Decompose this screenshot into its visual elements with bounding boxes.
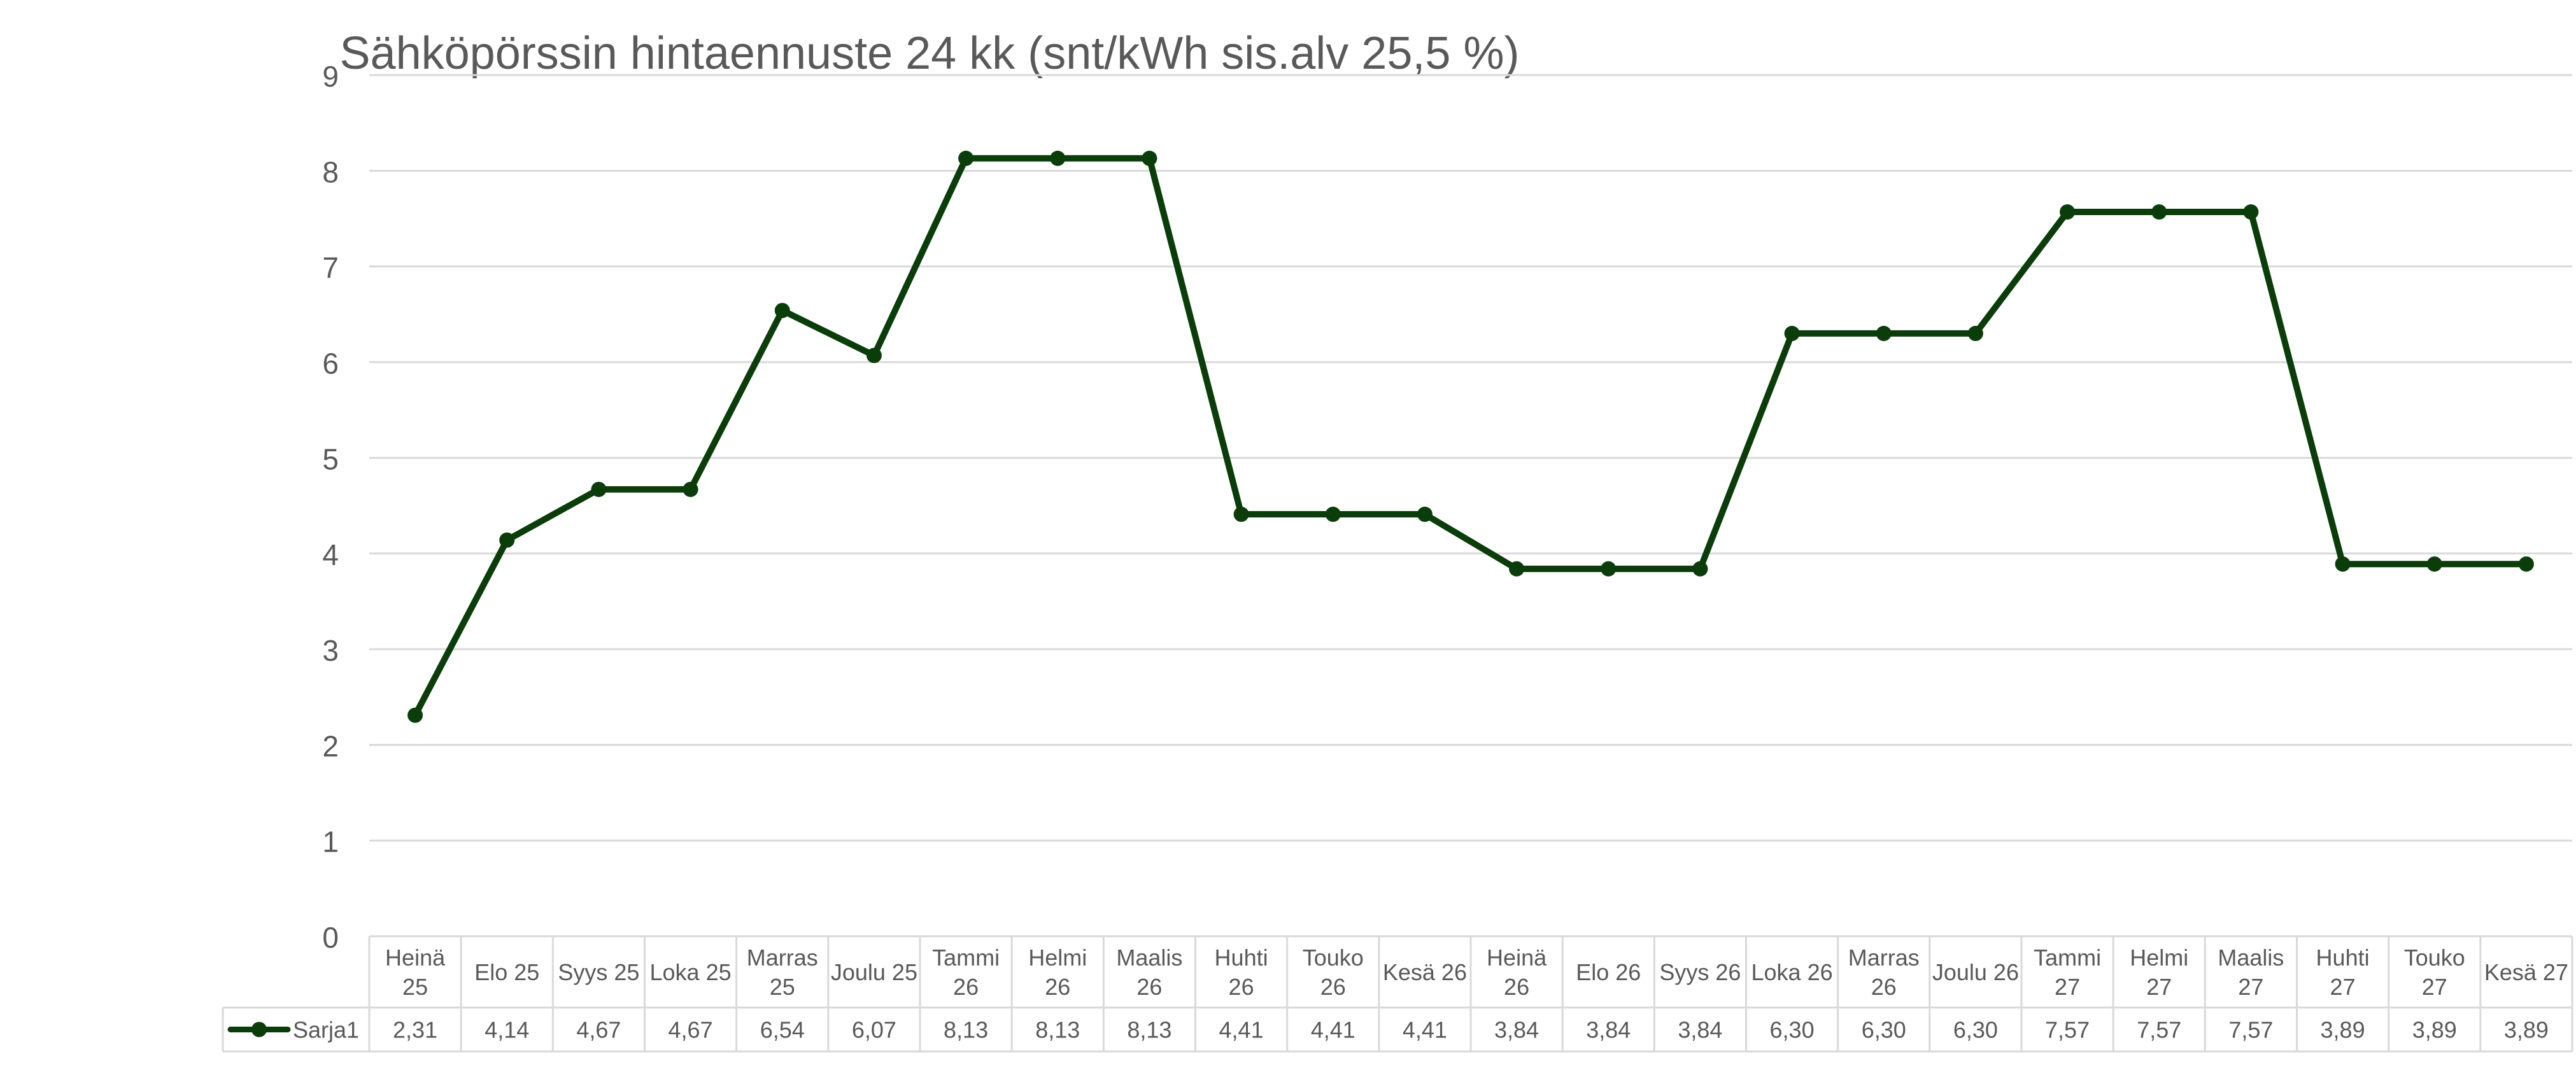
data-label: 4,41 <box>1311 1017 1355 1043</box>
x-tick-label: Marras 26 <box>1848 945 1920 1000</box>
x-tick-label: Touko 27 <box>2404 945 2465 1000</box>
data-label: 6,30 <box>1953 1017 1998 1043</box>
y-axis-ticks: 0 1 2 3 4 5 6 7 8 9 <box>322 60 339 954</box>
x-tick-label: Touko 26 <box>1303 945 1364 1000</box>
data-label: 3,84 <box>1494 1017 1539 1043</box>
data-label: 3,84 <box>1586 1017 1631 1043</box>
data-label: 3,89 <box>2321 1017 2365 1043</box>
data-point <box>1601 561 1617 577</box>
data-point <box>774 302 790 318</box>
data-label: 8,13 <box>1035 1017 1080 1043</box>
data-point <box>1325 507 1341 523</box>
data-point <box>683 481 698 497</box>
data-label: 7,57 <box>2228 1017 2273 1043</box>
data-point <box>958 150 974 166</box>
x-tick-label: Marras 25 <box>747 945 818 1000</box>
x-tick-label: Maalis 26 <box>1116 945 1182 1000</box>
x-tick-label: Helmi 26 <box>1028 945 1087 1000</box>
data-point <box>1233 507 1249 523</box>
data-point <box>866 348 882 363</box>
data-point <box>1509 561 1525 577</box>
data-label: 8,13 <box>1127 1017 1171 1043</box>
data-label: 4,41 <box>1219 1017 1264 1043</box>
data-label: 6,30 <box>1862 1017 1906 1043</box>
x-tick-label: Loka 26 <box>1752 959 1833 985</box>
data-label: 4,14 <box>485 1017 529 1043</box>
x-tick-label: Huhti 27 <box>2316 945 2370 1000</box>
data-point <box>1967 325 1983 341</box>
y-tick-label: 0 <box>322 921 339 954</box>
x-tick-label: Kesä 27 <box>2484 959 2568 985</box>
x-tick-label: Kesä 26 <box>1383 959 1467 985</box>
legend-marker-icon <box>251 1022 267 1037</box>
x-tick-label: Tammi 26 <box>932 945 1000 1000</box>
data-label: 6,07 <box>852 1017 896 1043</box>
data-point <box>2335 556 2351 572</box>
data-label: 7,57 <box>2045 1017 2090 1043</box>
data-label: 3,89 <box>2412 1017 2457 1043</box>
data-point <box>1142 150 1157 166</box>
data-point <box>1784 325 1800 341</box>
data-label: 6,30 <box>1770 1017 1815 1043</box>
data-point <box>1692 561 1708 577</box>
data-point <box>2518 556 2534 572</box>
data-point <box>2426 556 2442 572</box>
data-label: 6,54 <box>760 1017 805 1043</box>
x-tick-label: Helmi 27 <box>2130 945 2188 1000</box>
data-label: 3,84 <box>1678 1017 1722 1043</box>
data-point <box>1050 150 1066 166</box>
x-tick-label: Heinä 26 <box>1487 945 1547 1000</box>
data-point <box>499 532 515 548</box>
data-label: 8,13 <box>944 1017 988 1043</box>
series-markers <box>407 150 2534 723</box>
x-tick-label: Tammi 27 <box>2034 945 2101 1000</box>
x-tick-label: Loka 25 <box>650 959 732 985</box>
x-tick-label: Syys 26 <box>1659 959 1741 985</box>
x-tick-label: Elo 25 <box>474 959 539 985</box>
chart-title: Sähköpörssin hintaennuste 24 kk (snt/kWh… <box>340 28 1520 79</box>
y-tick-label: 9 <box>322 60 339 93</box>
data-point <box>2151 204 2167 220</box>
data-label: 4,67 <box>669 1017 713 1043</box>
legend-label: Sarja1 <box>293 1017 359 1043</box>
data-point <box>1876 325 1892 341</box>
y-tick-label: 1 <box>322 826 339 859</box>
data-label: 3,89 <box>2504 1017 2549 1043</box>
data-label: 2,31 <box>393 1017 437 1043</box>
y-tick-label: 7 <box>322 251 339 285</box>
data-point <box>2243 204 2259 220</box>
y-tick-label: 8 <box>322 155 339 188</box>
data-label: 7,57 <box>2137 1017 2181 1043</box>
data-point <box>1417 507 1433 523</box>
data-label: 4,41 <box>1403 1017 1447 1043</box>
x-tick-label: Heinä 25 <box>385 945 446 1000</box>
data-point <box>591 481 607 497</box>
y-tick-label: 4 <box>322 538 339 572</box>
series-line <box>412 155 2530 719</box>
grid-lines <box>369 74 2572 842</box>
x-tick-label: Huhti 26 <box>1215 945 1268 1000</box>
x-tick-label: Elo 26 <box>1576 959 1641 985</box>
data-point <box>407 707 423 723</box>
x-tick-label: Joulu 25 <box>831 959 917 985</box>
y-tick-label: 6 <box>322 347 339 380</box>
x-tick-label: Maalis 27 <box>2218 945 2284 1000</box>
x-tick-label: Syys 25 <box>558 959 639 985</box>
y-tick-label: 2 <box>322 729 339 762</box>
y-tick-label: 5 <box>322 442 339 475</box>
data-table: Heinä 25 Elo 25 Syys 25 Loka 25 Marras 25 Joulu… <box>222 935 2573 1053</box>
series-line-layer <box>412 155 2530 719</box>
x-tick-label: Joulu 26 <box>1932 959 2019 985</box>
data-point <box>2060 204 2076 220</box>
data-label: 4,67 <box>576 1017 621 1043</box>
y-tick-label: 3 <box>322 634 339 667</box>
